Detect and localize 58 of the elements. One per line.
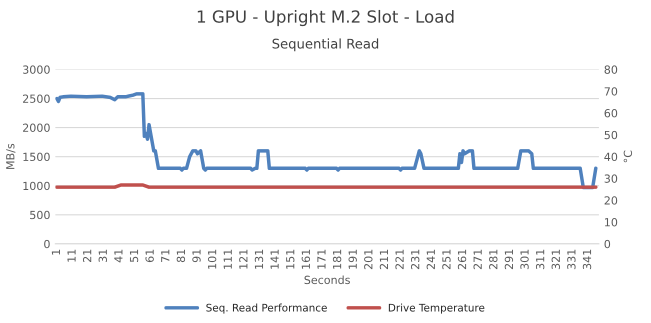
y2-tick-label: 40 — [604, 152, 618, 162]
y-tick-label: 0 — [44, 240, 50, 248]
x-tick-label: 251 — [442, 250, 451, 270]
y-tick-label: 2000 — [23, 124, 50, 132]
y-axis-title: MB/s — [6, 144, 16, 169]
legend-label: Drive Temperature — [388, 304, 484, 314]
x-tick-label: 171 — [317, 250, 326, 269]
x-axis-title: Seconds — [304, 275, 350, 284]
x-tick-label: 151 — [286, 250, 294, 269]
y-tick-label: 2500 — [23, 94, 50, 103]
x-tick-label: 181 — [332, 250, 342, 269]
x-tick-label: 291 — [504, 250, 514, 270]
y2-tick-label: 60 — [604, 109, 618, 118]
y2-tick-label: 10 — [605, 218, 618, 226]
x-tick-label: 71 — [161, 250, 170, 262]
x-tick-label: 91 — [192, 250, 201, 262]
x-tick-label: 281 — [489, 250, 498, 270]
x-tick-label: 1 — [52, 250, 60, 255]
x-tick-label: 191 — [348, 250, 357, 269]
chart-title: 1 GPU - Upright M.2 Slot - Load — [198, 10, 454, 26]
x-tick-label: 301 — [520, 250, 529, 270]
x-tick-label: 41 — [114, 250, 122, 262]
x-tick-label: 81 — [176, 250, 186, 262]
x-tick-label: 61 — [145, 250, 154, 262]
x-tick-label: 121 — [239, 250, 248, 269]
y-tick-label: 3000 — [23, 65, 50, 74]
x-tick-label: 231 — [410, 250, 420, 270]
y-tick-label: 1000 — [23, 182, 50, 190]
x-tick-label: 201 — [364, 250, 373, 270]
x-tick-label: 211 — [380, 250, 388, 270]
x-tick-label: 21 — [82, 250, 92, 262]
x-tick-label: 31 — [98, 250, 107, 262]
legend-label: Seq. Read Performance — [206, 304, 327, 314]
x-tick-label: 101 — [208, 250, 216, 269]
x-tick-label: 131 — [254, 250, 264, 269]
x-tick-label: 241 — [426, 250, 435, 270]
chart-subtitle: Sequential Read — [272, 38, 378, 52]
x-tick-label: 51 — [130, 250, 138, 262]
x-tick-label: 11 — [67, 250, 76, 262]
y-tick-label: 1500 — [23, 152, 50, 162]
x-tick-label: 331 — [567, 250, 576, 270]
x-tick-label: 261 — [458, 250, 466, 270]
x-tick-label: 111 — [224, 250, 232, 269]
x-tick-label: 271 — [473, 250, 482, 270]
y2-tick-label: 30 — [604, 174, 618, 183]
x-tick-label: 141 — [270, 250, 279, 269]
y2-tick-label: 70 — [604, 87, 618, 96]
x-tick-label: 161 — [302, 250, 310, 269]
y2-tick-label: 0 — [604, 240, 610, 248]
y2-tick-label: 20 — [604, 196, 618, 205]
y2-tick-label: 80 — [604, 65, 618, 74]
y2-axis-title: °C — [624, 150, 632, 162]
x-tick-label: 341 — [582, 250, 592, 270]
x-tick-label: 321 — [552, 250, 560, 270]
y-tick-label: 500 — [30, 210, 50, 220]
x-tick-label: 221 — [395, 250, 404, 270]
x-tick-label: 311 — [536, 250, 544, 270]
y2-tick-label: 50 — [604, 130, 618, 140]
